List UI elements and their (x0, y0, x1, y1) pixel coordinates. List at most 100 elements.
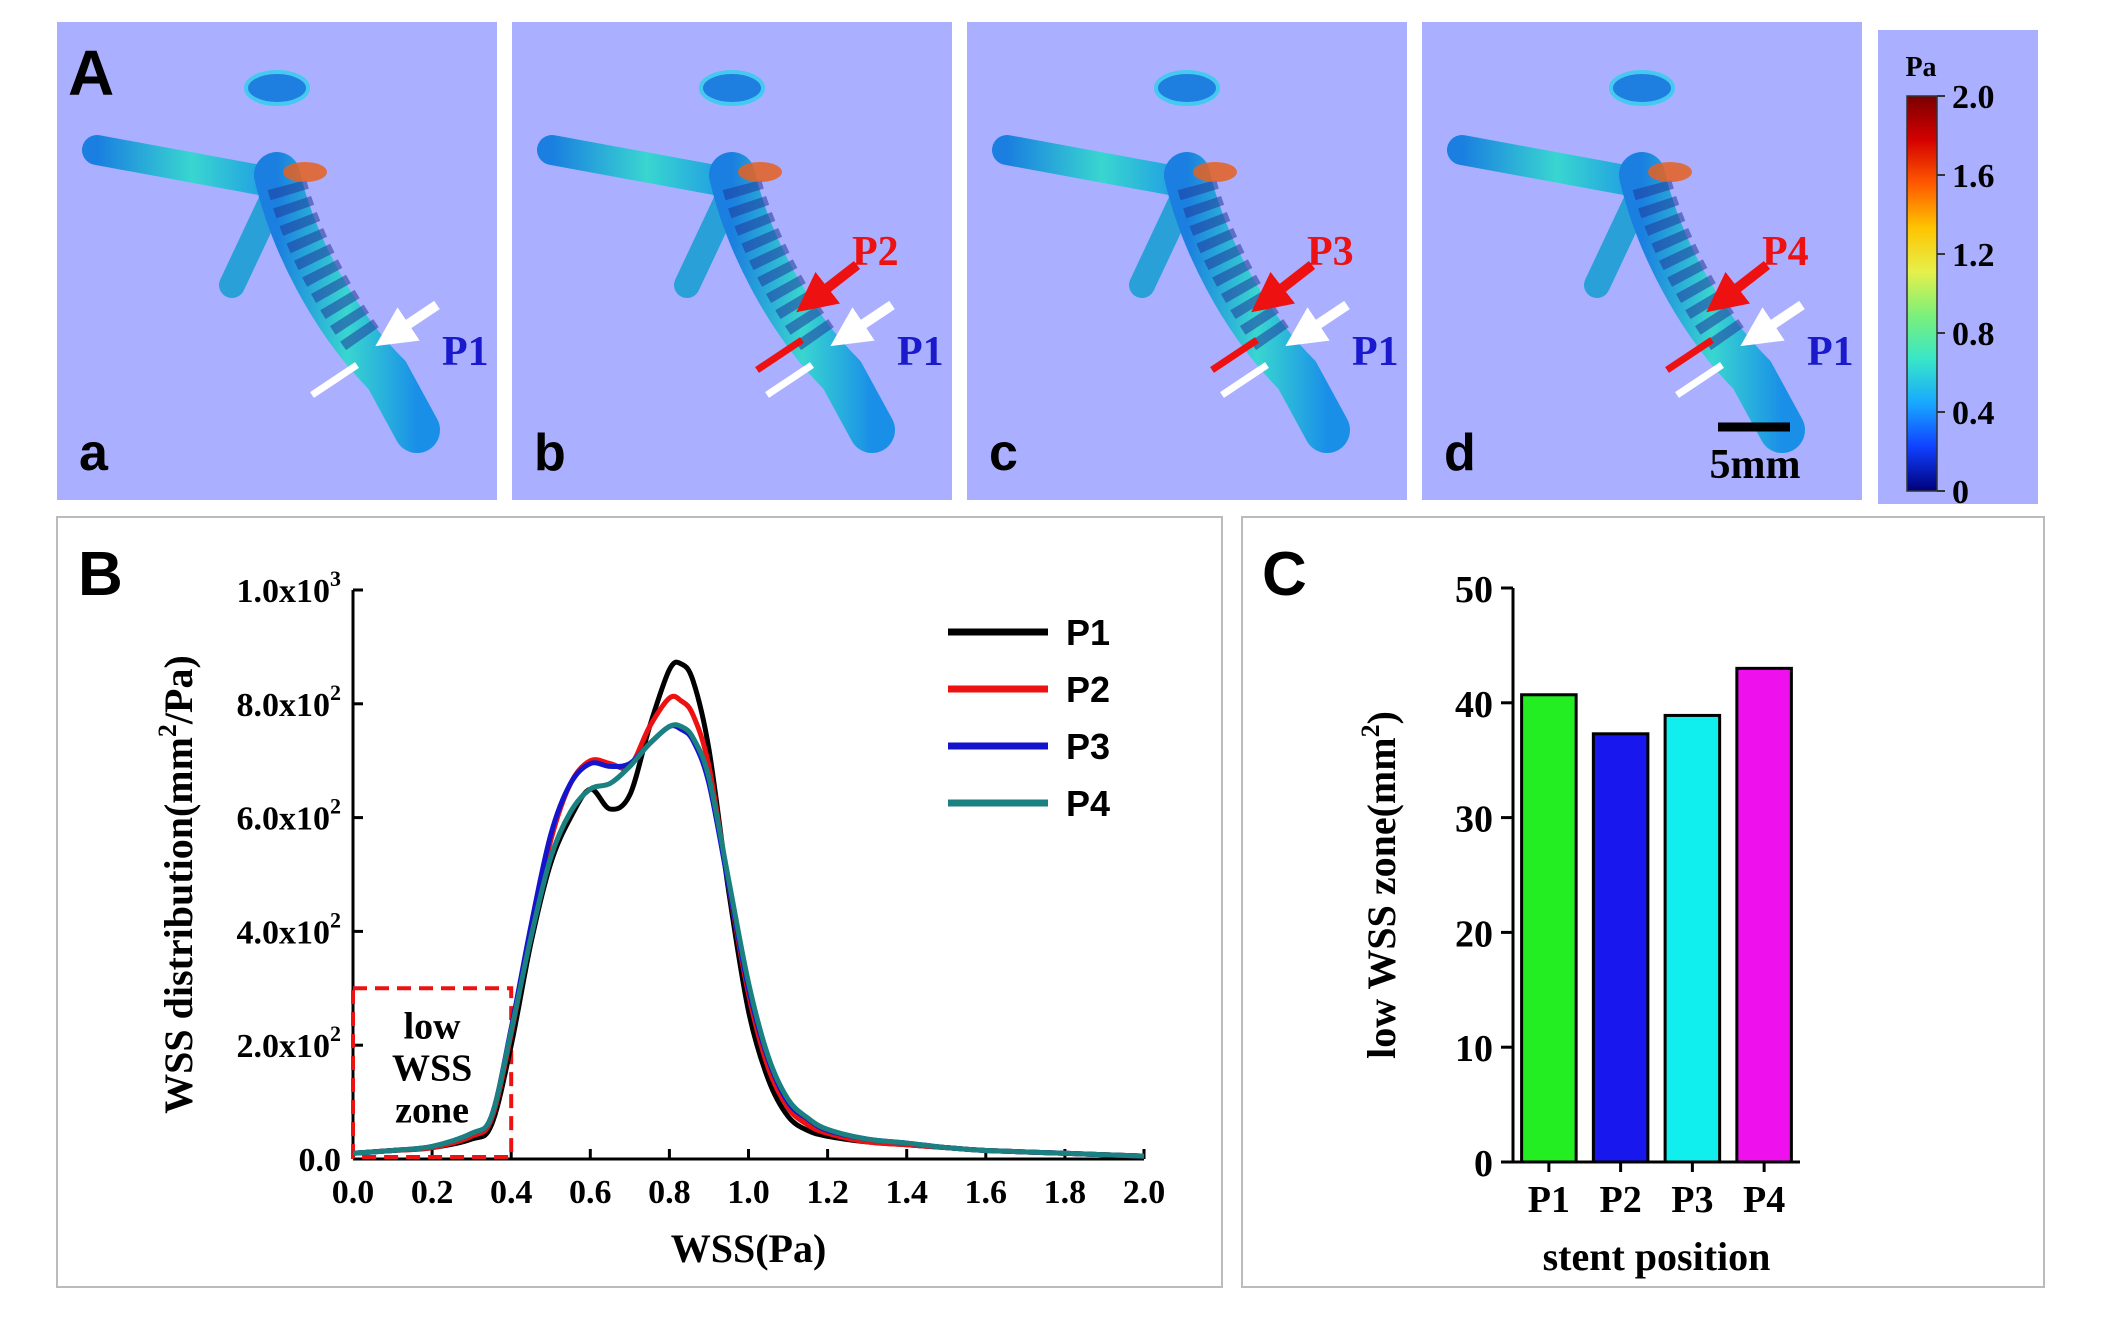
vessel-model: P2 P1 (537, 70, 944, 453)
high-wss-spot (738, 162, 782, 182)
y-tick-exponent: 3 (330, 566, 341, 591)
x-tick-label: P1 (1528, 1179, 1570, 1221)
trunk-opening (1154, 70, 1220, 106)
colorbar: Pa 2.0 1.6 1.2 0.8 0.4 0 (1878, 30, 2038, 511)
x-tick-label: P2 (1600, 1179, 1642, 1221)
marker-p4-label: P4 (1762, 229, 1809, 275)
sim-panel-letter: c (989, 424, 1018, 482)
sim-panel-c: P3 P1 c (967, 22, 1407, 500)
bar-p2 (1591, 732, 1650, 1164)
sim-panel-b: P2 P1 b (512, 22, 952, 500)
sim-panel-letter: d (1444, 424, 1476, 482)
main-vessel (254, 152, 440, 453)
scale-bar-label: 5mm (1710, 442, 1801, 488)
trunk-opening (699, 70, 765, 106)
y-tick-exponent: 2 (330, 1021, 341, 1046)
x-tick-label: 1.4 (885, 1174, 928, 1211)
y-axis-title: low WSS zone(mm2) (1356, 711, 1404, 1059)
x-tick-label: 0.4 (490, 1174, 533, 1211)
p1-arrow (830, 300, 895, 347)
x-tick-label: 1.6 (965, 1174, 1008, 1211)
y-tick-label: 0 (1474, 1143, 1493, 1185)
y-axis-title-superscript: 2 (1356, 724, 1385, 737)
y-tick-text: 8.0x10 (237, 687, 331, 724)
y-tick-label: 10 (1455, 1028, 1493, 1070)
stent (267, 179, 384, 357)
p1-arrow (1740, 300, 1805, 347)
high-wss-spot (1193, 162, 1237, 182)
panel-a-simulations: P1 a P2 P1 b P3 P1 c P4 P1 d 5mm Pa 2.0 1.6 1.2 0.8 0.4… (57, 22, 2038, 511)
vessel-model: P3 P1 (992, 70, 1399, 453)
p1-arrow (375, 300, 440, 347)
position-arrow (1706, 261, 1771, 313)
y-tick-label: 4.0x102 (237, 907, 342, 951)
colorbar-tick-label: 2.0 (1952, 79, 1995, 116)
stent (1177, 179, 1294, 357)
y-tick-text: 6.0x10 (237, 801, 331, 838)
high-wss-spot (1648, 162, 1692, 182)
marker-p3-label: P3 (1307, 229, 1354, 275)
colorbar-tick-label: 1.2 (1952, 237, 1995, 274)
colorbar-tick-label: 0.4 (1952, 395, 1995, 432)
marker-p1-label: P1 (442, 329, 489, 375)
sim-panel-a: P1 a (57, 22, 497, 500)
panel-c-bar-chart: C 0 10 20 30 40 50 P1 P2 P3 P4 stent position low W… (1241, 516, 2045, 1288)
p1-position-line (765, 362, 814, 398)
marker-p1-label: P1 (1352, 329, 1399, 375)
colorbar-tick-label: 0.8 (1952, 316, 1995, 353)
y-tick-label: 1.0x103 (237, 566, 342, 610)
y-tick-label: 30 (1455, 799, 1493, 841)
panel-b-line-chart: B 0.0 0.2 0.4 0.6 0.8 1.0 1.2 1.4 1.6 1.8 2.0 0.0 2.… (56, 516, 1223, 1288)
p1-position-line (1675, 362, 1724, 398)
trunk-opening (1609, 70, 1675, 106)
y-tick-exponent: 2 (330, 680, 341, 705)
y-tick-label: 0.0 (299, 1142, 342, 1179)
stent-end-line (1210, 337, 1259, 373)
marker-p1-label: P1 (897, 329, 944, 375)
legend-label: P1 (1066, 612, 1110, 653)
legend-label: P4 (1066, 783, 1110, 824)
series-line-p4 (352, 722, 1145, 1159)
y-tick-text: 1.0x10 (237, 573, 331, 610)
y-tick-label: 8.0x102 (237, 680, 342, 724)
panel-label-c: C (1262, 540, 1307, 609)
sim-panel-d: P4 P1 d (1422, 22, 1862, 500)
colorbar-tick-label: 0 (1952, 474, 1969, 511)
stent (1632, 179, 1749, 357)
legend-label: P3 (1066, 726, 1110, 767)
bar-p1 (1520, 693, 1578, 1164)
y-tick-exponent: 2 (330, 794, 341, 819)
x-axis-title: stent position (1543, 1234, 1771, 1279)
x-tick-label: 0.0 (332, 1174, 375, 1211)
x-tick-label: 0.8 (648, 1174, 691, 1211)
stent-end-line (755, 337, 804, 373)
panel-label-a-main: A (68, 37, 114, 109)
y-tick-label: 50 (1455, 569, 1493, 611)
colorbar-scale (1906, 95, 1938, 492)
x-tick-label: 2.0 (1123, 1174, 1166, 1211)
colorbar-tick-label: 1.6 (1952, 158, 1995, 195)
y-axis-title-end: /Pa) (156, 655, 201, 725)
vessel-model: P4 P1 (1447, 70, 1854, 453)
marker-p1-label: P1 (1807, 329, 1854, 375)
x-tick-label: 1.2 (806, 1174, 849, 1211)
stent (722, 179, 839, 357)
sim-panel-letter: b (534, 424, 566, 482)
panel-label-b: B (78, 540, 123, 609)
x-tick-label: 0.6 (569, 1174, 612, 1211)
main-vessel (1164, 152, 1350, 453)
y-tick-label: 40 (1455, 684, 1493, 726)
y-tick-label: 6.0x102 (237, 794, 342, 838)
scale-bar: 5mm (1710, 422, 1801, 488)
y-axis-title-main: WSS distribution(mm (156, 737, 201, 1114)
y-tick-label: 20 (1455, 913, 1493, 955)
x-tick-label: 1.8 (1044, 1174, 1087, 1211)
main-vessel (709, 152, 895, 453)
stent-end-line (1665, 337, 1714, 373)
trunk-opening (244, 70, 310, 106)
y-axis-title-main: low WSS zone(mm (1359, 737, 1404, 1058)
y-axis-title-end: ) (1359, 711, 1404, 724)
x-tick-label: P3 (1671, 1179, 1713, 1221)
x-tick-label: P4 (1743, 1179, 1785, 1221)
